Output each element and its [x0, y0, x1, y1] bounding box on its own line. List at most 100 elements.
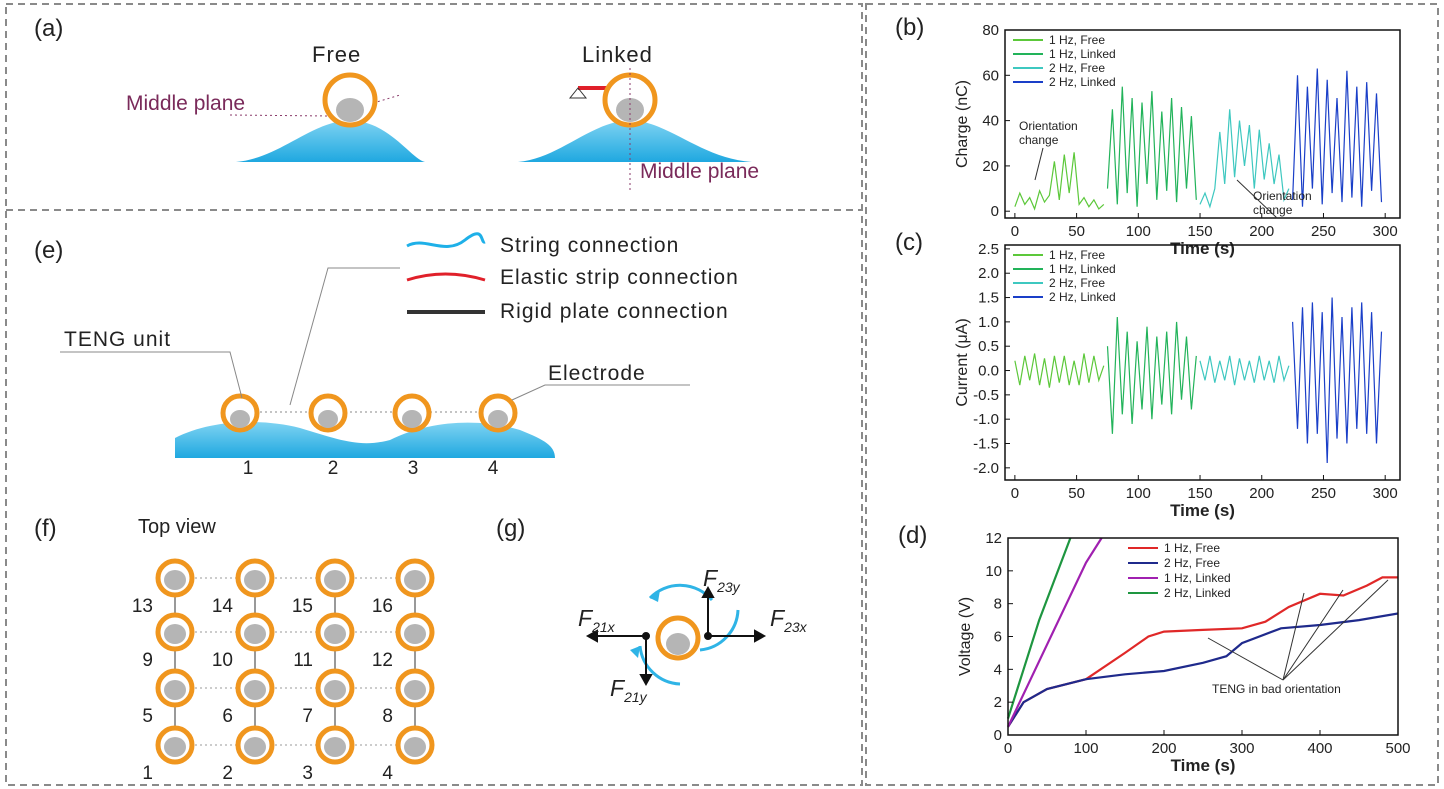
x-tick-label: 250	[1311, 485, 1336, 502]
teng-core	[336, 98, 364, 122]
unit-number: 9	[142, 650, 153, 671]
panel-a: (a) Free Linked Middle plane Middle plan…	[34, 15, 759, 192]
legend-label: 2 Hz, Free	[1049, 61, 1105, 75]
frame-left	[6, 4, 862, 785]
panel-e: (e) String connection Elastic strip conn…	[34, 234, 739, 479]
annotation-line: change	[1019, 133, 1059, 147]
y-tick-label: 12	[985, 530, 1002, 547]
teng-core	[666, 633, 690, 655]
unit-number: 13	[132, 596, 153, 617]
unit-number: 3	[302, 763, 313, 784]
teng-core	[402, 410, 422, 428]
x-axis-title: Time (s)	[1170, 239, 1235, 258]
unit-number: 16	[372, 596, 393, 617]
panel-f: (f) Top view 13141516910111256781234	[34, 515, 432, 784]
wave	[236, 120, 425, 162]
data-line	[1200, 356, 1289, 385]
teng-core	[488, 410, 508, 428]
legend-label: 2 Hz, Free	[1049, 276, 1105, 290]
data-line	[1015, 152, 1104, 209]
y-tick-label: 40	[982, 113, 999, 130]
y-tick-label: -1.0	[973, 411, 999, 428]
legend-label: 1 Hz, Linked	[1049, 262, 1116, 276]
unit-number: 15	[292, 596, 313, 617]
x-tick-label: 300	[1373, 485, 1398, 502]
teng-core	[324, 680, 346, 700]
force-sub: 21y	[623, 689, 648, 705]
caption: Free	[312, 42, 361, 67]
y-tick-label: 6	[994, 629, 1002, 646]
plane-line	[230, 115, 330, 116]
panel-g: (g) F23y F21x F23x F21y	[496, 515, 808, 705]
panel-label: (c)	[895, 229, 923, 256]
panel-label: (e)	[34, 237, 63, 264]
teng-core	[164, 737, 186, 757]
y-tick-label: 60	[982, 67, 999, 84]
teng-core	[404, 570, 426, 590]
data-line	[1293, 69, 1382, 207]
teng-core	[404, 680, 426, 700]
y-tick-label: 80	[982, 22, 999, 39]
unit-number: 2	[328, 458, 339, 479]
data-line	[1015, 354, 1104, 388]
rotation-arrow	[700, 610, 738, 650]
legend-label: 2 Hz, Linked	[1049, 290, 1116, 304]
x-tick-label: 0	[1011, 223, 1019, 240]
force-label: F23y	[703, 565, 741, 595]
teng-core	[318, 410, 338, 428]
x-tick-label: 50	[1068, 223, 1085, 240]
x-tick-label: 300	[1229, 740, 1254, 757]
legend-label: 1 Hz, Free	[1049, 248, 1105, 262]
caption: Top view	[138, 516, 216, 538]
annotation: Middle plane	[640, 160, 759, 183]
y-tick-label: -0.5	[973, 387, 999, 404]
annotation-line: Orientation	[1019, 119, 1078, 133]
legend-label: Elastic strip connection	[500, 266, 739, 289]
x-tick-label: 200	[1249, 223, 1274, 240]
x-tick-label: 400	[1307, 740, 1332, 757]
unit-number: 11	[293, 650, 313, 671]
x-tick-label: 250	[1311, 223, 1336, 240]
panel-label: (b)	[895, 14, 924, 41]
force-label: F21y	[610, 675, 648, 705]
unit-number: 4	[488, 458, 499, 479]
data-line	[1008, 538, 1070, 719]
y-tick-label: 1.0	[978, 314, 999, 331]
legend-label: String connection	[500, 234, 679, 257]
node	[643, 633, 649, 639]
unit-number: 7	[302, 706, 313, 727]
x-axis-title: Time (s)	[1171, 756, 1236, 775]
y-tick-label: -2.0	[973, 460, 999, 477]
legend-label: 1 Hz, Linked	[1164, 571, 1231, 585]
teng-core	[324, 624, 346, 644]
panel-label: (f)	[34, 515, 57, 542]
data-line	[1008, 538, 1102, 727]
figure: (a) Free Linked Middle plane Middle plan…	[0, 0, 1444, 789]
y-axis-title: Charge (nC)	[954, 80, 971, 168]
unit-number: 6	[222, 706, 233, 727]
annotation: TENG unit	[64, 328, 171, 351]
y-tick-label: 0	[994, 727, 1002, 744]
legend-label: 2 Hz, Free	[1164, 556, 1220, 570]
teng-core	[164, 680, 186, 700]
y-tick-label: 0.5	[978, 338, 999, 355]
x-tick-label: 150	[1188, 223, 1213, 240]
y-tick-label: 4	[994, 661, 1002, 678]
panel-label: (d)	[898, 522, 927, 549]
unit-number: 2	[222, 763, 233, 784]
leader	[60, 352, 242, 398]
annotation-line: change	[1253, 203, 1293, 217]
x-tick-label: 200	[1249, 485, 1274, 502]
force-sub: 23y	[716, 579, 741, 595]
y-axis-title: Current (μA)	[954, 318, 971, 406]
x-tick-label: 50	[1068, 485, 1085, 502]
annotation-arrow	[1283, 590, 1343, 680]
unit-number: 14	[212, 596, 234, 617]
unit-number: 4	[382, 763, 393, 784]
teng-core	[324, 570, 346, 590]
teng-core	[244, 680, 266, 700]
annotation: Middle plane	[126, 92, 245, 115]
unit-number: 10	[212, 650, 233, 671]
x-tick-label: 0	[1011, 485, 1019, 502]
